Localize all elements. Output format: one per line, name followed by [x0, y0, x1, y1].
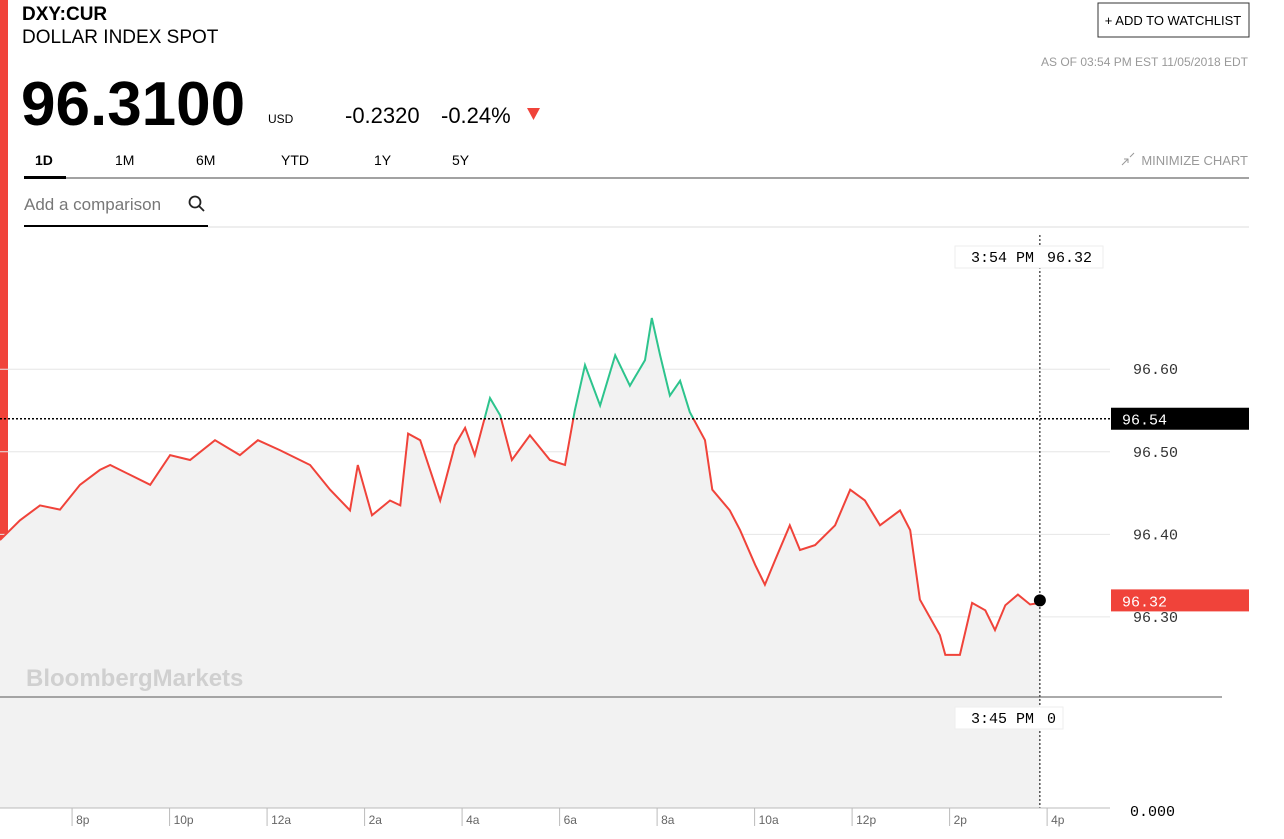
watchlist-button[interactable]: + ADD TO WATCHLIST	[1097, 2, 1250, 38]
tab[interactable]: 6M	[196, 152, 215, 168]
symbol: DXY:CUR	[22, 4, 107, 25]
down-arrow	[527, 108, 540, 120]
volume-tick-label: 0.000	[1130, 804, 1175, 821]
x-tick-label: 8p	[76, 813, 90, 827]
button-label[interactable]: + ADD TO WATCHLIST	[1105, 13, 1241, 28]
currency: USD	[268, 112, 294, 126]
price-line-below	[0, 418, 1041, 656]
x-tick-label: 2p	[954, 813, 968, 827]
watermark: BloombergMarkets	[26, 665, 243, 692]
search-icon-handle[interactable]	[198, 205, 205, 212]
button-box[interactable]	[1097, 2, 1250, 38]
price-line-above	[483, 317, 695, 419]
y-tick-label: 96.30	[1133, 610, 1178, 627]
x-tick-label: 4p	[1051, 813, 1065, 827]
last-value-box	[1111, 589, 1249, 612]
minimize-chart[interactable]: MINIMIZE CHART	[1141, 153, 1248, 168]
accent-bar	[0, 0, 8, 548]
change: -0.2320	[345, 103, 420, 128]
volume-cursor-value: 0	[1047, 711, 1056, 728]
last-value-label: 96.32	[1122, 594, 1167, 611]
minimize-icon[interactable]	[1121, 152, 1135, 166]
tab[interactable]: YTD	[281, 152, 309, 168]
reference-label: 96.54	[1122, 413, 1167, 430]
cursor-box	[954, 245, 1104, 269]
change-pct: -0.24%	[441, 103, 511, 128]
comparison-input[interactable]: Add a comparison	[24, 195, 161, 214]
x-tick-label: 4a	[466, 813, 480, 827]
x-tick-label: 12a	[271, 813, 291, 827]
tab[interactable]: 1Y	[374, 152, 392, 168]
x-tick-label: 12p	[856, 813, 876, 827]
tab-underline	[24, 176, 66, 179]
y-tick-label: 96.50	[1133, 445, 1178, 462]
x-tick-label: 2a	[369, 813, 383, 827]
tab[interactable]: 1D	[35, 152, 53, 168]
reference-box	[1111, 407, 1249, 430]
cursor-time: 3:54 PM	[971, 250, 1034, 267]
instrument-name: DOLLAR INDEX SPOT	[22, 27, 219, 48]
search-icon[interactable]	[188, 195, 202, 209]
cursor-value: 96.32	[1047, 250, 1092, 267]
volume-panel	[0, 697, 1040, 808]
x-tick-label: 6a	[564, 813, 578, 827]
tab[interactable]: 5Y	[452, 152, 470, 168]
x-tick-label: 8a	[661, 813, 675, 827]
x-tick-label: 10a	[759, 813, 779, 827]
tabs: 1D 1M 6M YTD 1Y 5Y	[35, 152, 470, 168]
volume-cursor-box	[954, 706, 1064, 730]
area	[0, 318, 1040, 697]
y-tick-label: 96.40	[1133, 527, 1178, 544]
price: 96.3100	[21, 70, 245, 139]
plot: 96.30 96.40 96.50 96.60 96.54 96.32 3:54 PM 96.…	[0, 235, 1249, 827]
tab[interactable]: 1M	[115, 152, 134, 168]
volume-cursor-time: 3:45 PM	[971, 711, 1034, 728]
as-of: AS OF 03:54 PM EST 11/05/2018 EDT	[1041, 55, 1249, 69]
y-tick-label: 96.60	[1133, 362, 1178, 379]
x-tick-label: 10p	[174, 813, 194, 827]
